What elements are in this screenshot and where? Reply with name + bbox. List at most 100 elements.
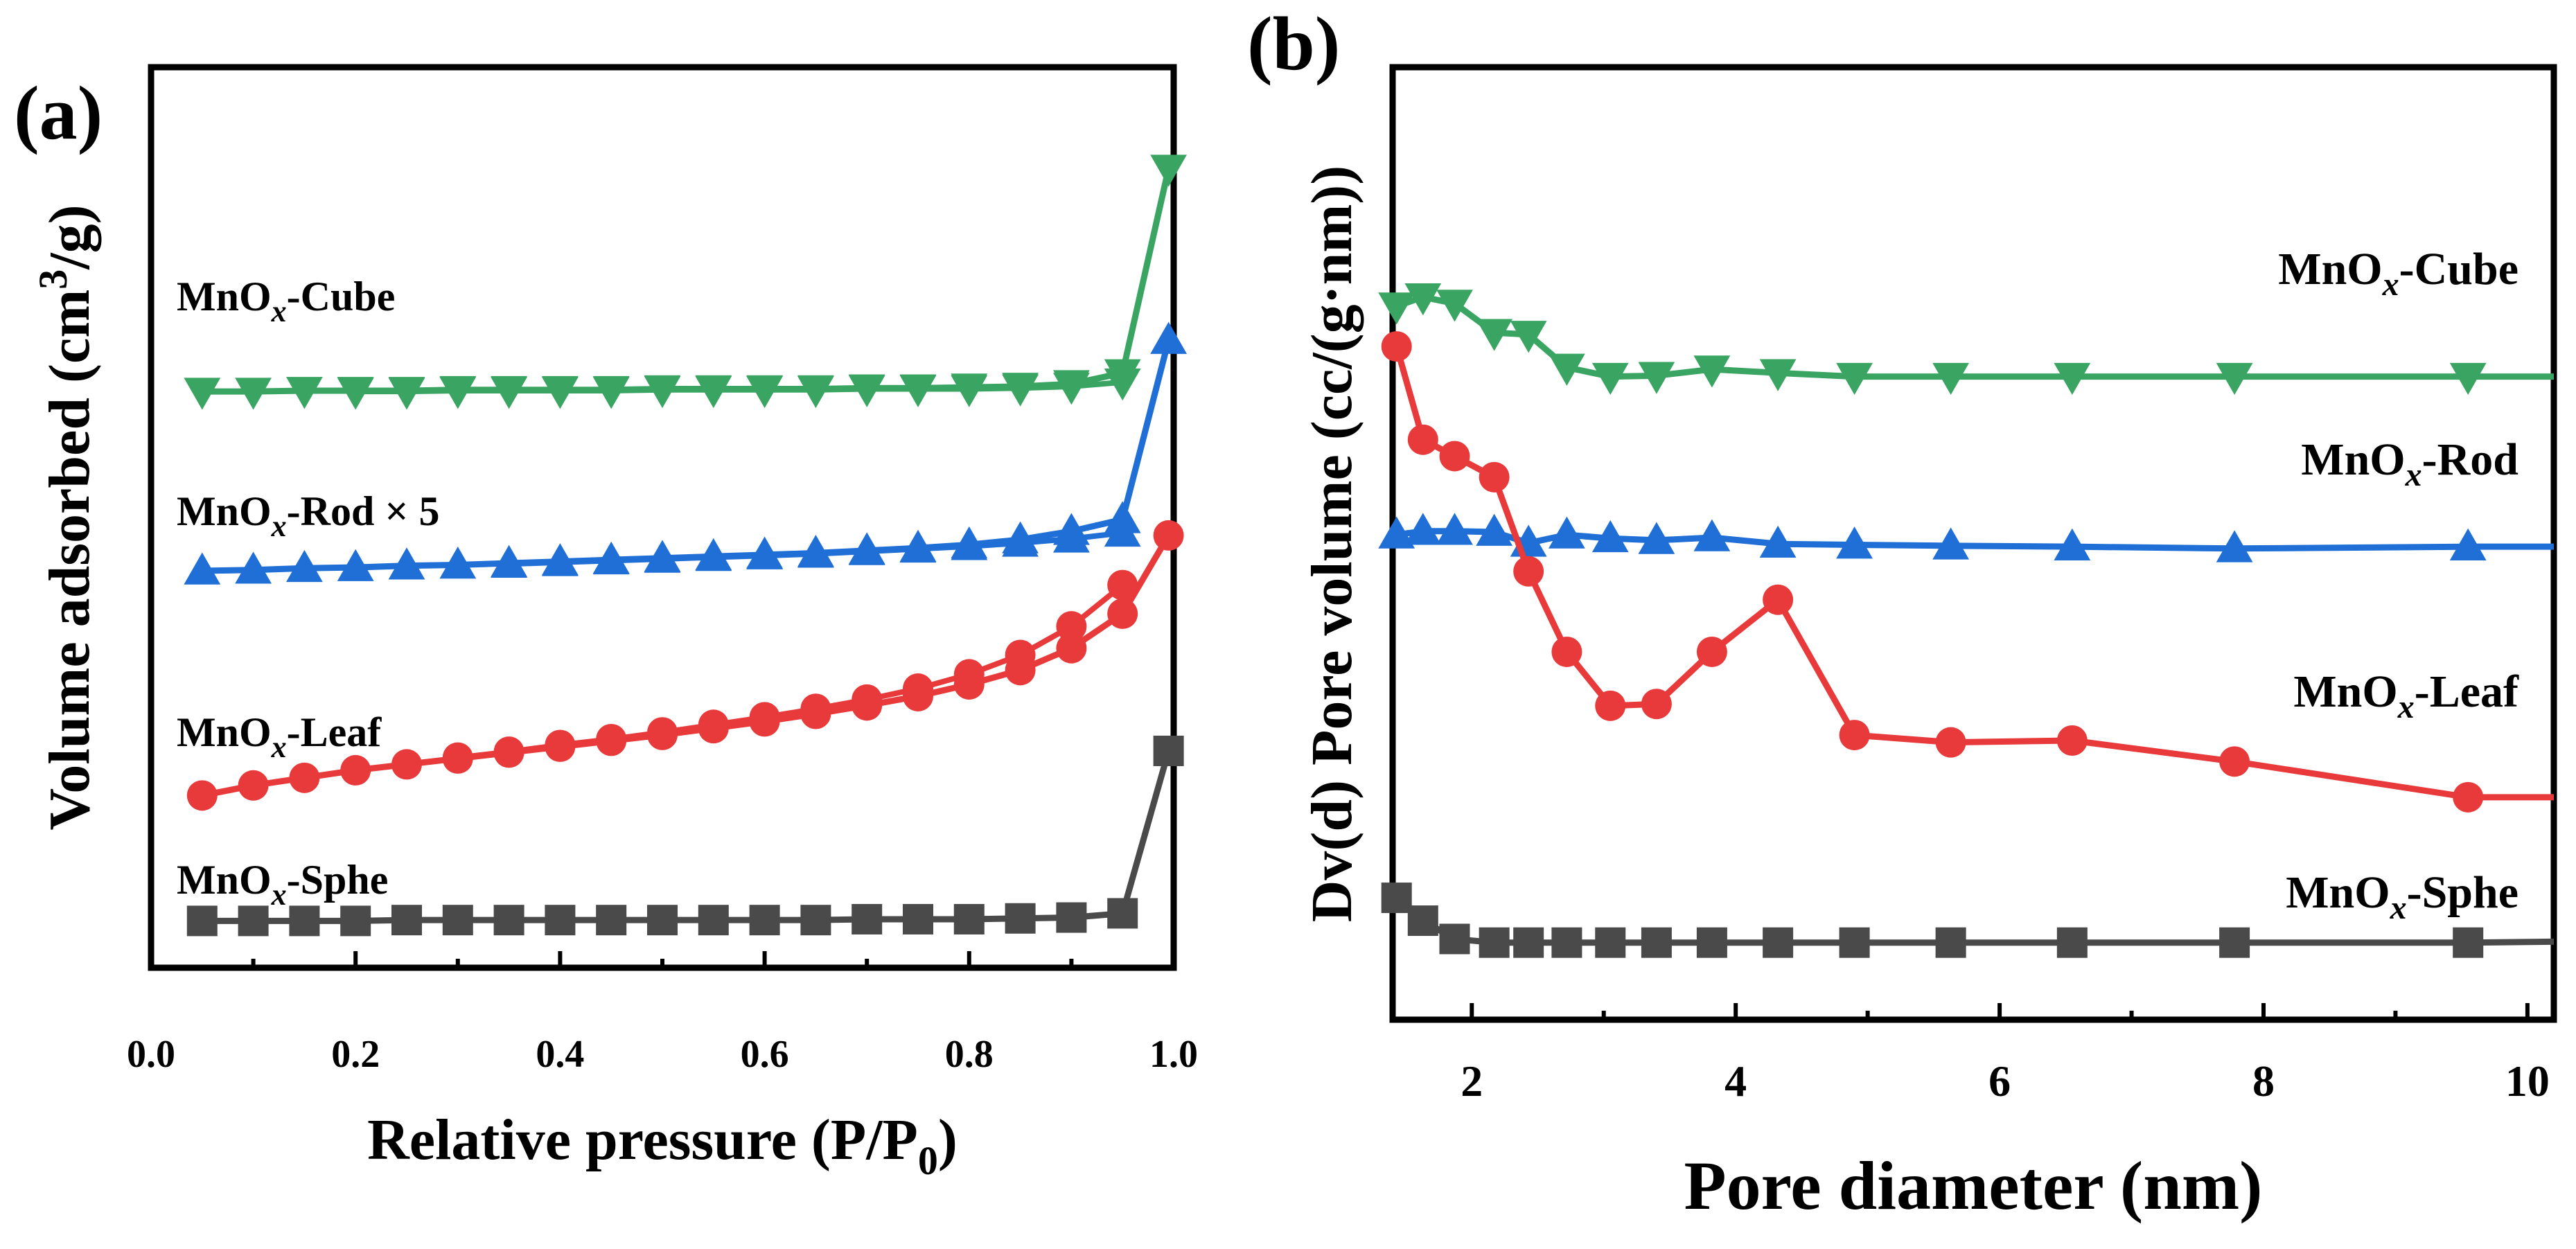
data-point	[391, 749, 422, 780]
series-label: MnOx-Cube	[177, 274, 395, 328]
series-cube	[184, 154, 1188, 410]
x-tick-label: 0.4	[536, 1033, 584, 1076]
data-point	[647, 719, 678, 750]
data-point	[1053, 513, 1090, 545]
data-point	[1549, 353, 1585, 386]
data-point	[1002, 521, 1039, 553]
data-point	[289, 762, 320, 793]
data-point	[899, 529, 937, 562]
data-point	[2453, 781, 2484, 813]
data-point	[1696, 927, 1727, 958]
data-point	[1513, 927, 1544, 958]
data-point	[2056, 927, 2088, 958]
data-point	[238, 905, 269, 937]
panel-a-x-ticks: 0.0 0.2 0.4 0.6 0.8 1.0	[127, 951, 1198, 1076]
data-point	[1763, 927, 1794, 958]
data-point	[852, 690, 883, 721]
series-line	[1393, 345, 2554, 801]
data-point	[1104, 359, 1141, 391]
data-point	[1378, 292, 1415, 325]
data-point	[1759, 525, 1797, 558]
data-point	[746, 536, 783, 569]
panel-a-series-group	[184, 154, 1188, 937]
data-point	[1476, 319, 1513, 351]
desorption-line	[355, 379, 1123, 395]
data-point	[2453, 927, 2484, 958]
series-label: MnOx-Leaf	[177, 709, 382, 764]
data-point	[1104, 501, 1141, 533]
data-point	[493, 905, 524, 936]
data-point	[1153, 520, 1184, 551]
panel-a-series-labels: MnOx-Cube MnOx-Rod × 5 MnOx-Leaf MnOx-Sphe	[177, 274, 440, 912]
data-point	[1595, 690, 1626, 721]
data-point	[442, 905, 473, 936]
data-point	[491, 544, 527, 577]
series-leaf	[1381, 331, 2554, 813]
series-rod	[1378, 513, 2554, 563]
series-line	[1396, 528, 2554, 552]
data-point	[1407, 905, 1438, 937]
panel-b: (b) 2 4 6 8 10 MnOx-CubeMnOx-RodMnOx-LeafMnO…	[1247, 1, 2557, 1224]
data-point	[337, 377, 374, 409]
data-point	[698, 905, 729, 936]
data-point	[2449, 528, 2487, 560]
data-point	[1759, 359, 1797, 391]
data-point	[2449, 362, 2487, 396]
data-point	[1107, 898, 1138, 929]
data-point	[903, 903, 933, 934]
data-point	[953, 903, 985, 934]
data-point	[1005, 655, 1036, 686]
data-point	[542, 375, 579, 409]
desorption-point	[1107, 569, 1138, 601]
desorption-point	[1056, 611, 1087, 642]
data-point	[2054, 362, 2091, 396]
data-point	[749, 706, 780, 737]
panel-b-x-axis-label: Pore diameter (nm)	[1684, 1147, 2263, 1224]
panel-a-y-axis-label: Volume adsorbed (cm3/g)	[30, 204, 102, 830]
data-point	[1839, 720, 1870, 751]
data-point	[1641, 689, 1672, 720]
data-point	[644, 375, 681, 407]
series-label: MnOx-Leaf	[2293, 666, 2519, 725]
data-point	[1381, 331, 1412, 362]
data-point	[235, 551, 272, 584]
data-point	[749, 905, 780, 936]
panel-b-series-group	[1378, 283, 2555, 958]
panel-b-letter: (b)	[1247, 1, 1340, 86]
data-point	[388, 377, 425, 409]
data-point	[1935, 727, 1966, 758]
data-point	[1932, 527, 1970, 560]
data-point	[1378, 516, 1415, 549]
data-point	[542, 543, 579, 576]
series-cube	[1378, 283, 2554, 396]
data-point	[1479, 461, 1510, 493]
data-point	[1404, 283, 1442, 316]
series-leaf	[186, 520, 1184, 811]
data-point	[852, 903, 883, 934]
data-point	[235, 378, 272, 410]
panel-b-series-labels: MnOx-Cube MnOx-Rod MnOx-Leaf MnOx-Sphe	[2278, 244, 2519, 926]
series-label: MnOx-Sphe	[177, 857, 388, 912]
data-point	[903, 680, 933, 711]
data-point	[186, 780, 218, 811]
series-line	[1394, 895, 2555, 946]
data-point	[1638, 522, 1675, 554]
data-point	[1836, 526, 1873, 559]
data-point	[695, 538, 732, 571]
panel-a: (a) 0.0 0.2 0.4 0.6 0.8 1.0 MnOx-Cube MnOx-Rod…	[14, 64, 1198, 1183]
data-point	[286, 549, 323, 583]
data-point	[698, 713, 729, 744]
panel-b-y-axis-label: Dv(d) Pore volume (cc/(g·nm))	[1300, 166, 1364, 923]
data-point	[388, 547, 425, 580]
data-point	[1404, 513, 1442, 545]
data-point	[2219, 927, 2250, 958]
data-point	[1591, 520, 1629, 553]
data-point	[1436, 290, 1473, 322]
data-point	[1551, 927, 1582, 958]
data-point	[1595, 927, 1626, 958]
data-point	[439, 547, 477, 579]
data-point	[1053, 370, 1090, 402]
data-point	[1107, 598, 1138, 629]
data-point	[797, 375, 834, 407]
data-point	[337, 549, 374, 581]
